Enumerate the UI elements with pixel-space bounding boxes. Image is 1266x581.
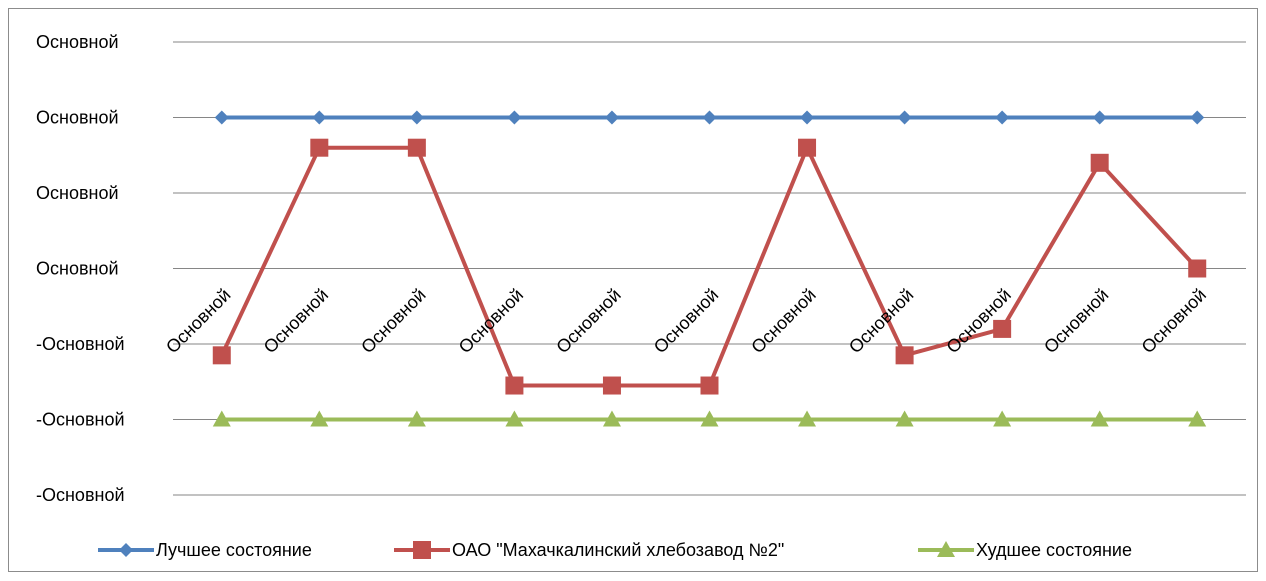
y-tick-label: -Основной [36,334,125,354]
data-point [212,346,231,365]
data-point [702,110,717,125]
data-point [1188,259,1207,278]
legend-label: Лучшее состояние [156,540,312,560]
data-point [312,110,327,125]
data-point [700,376,719,395]
data-point [798,138,817,157]
data-point [1092,110,1107,125]
y-tick-label: Основной [36,32,119,52]
y-axis-labels: Основной Основной Основной Основной -Основно… [36,32,125,505]
data-point [505,410,524,427]
legend-item: Худшее состояние [918,540,1132,560]
legend-marker [413,541,431,559]
data-point [993,410,1012,427]
x-tick-label: Основной [260,285,333,358]
data-point [505,376,524,395]
data-point [700,410,719,427]
x-tick-label: Основной [650,285,723,358]
x-tick-label: Основной [455,285,528,358]
data-point [407,410,426,427]
data-point [995,110,1010,125]
data-point [604,110,619,125]
legend-label: ОАО "Махачкалинский хлебозавод №2" [452,540,784,560]
data-point [212,410,231,427]
x-tick-label: Основной [747,285,820,358]
data-point [1090,153,1109,172]
data-point [798,410,817,427]
x-tick-label: Основной [162,285,235,358]
data-point [895,410,914,427]
y-tick-label: -Основной [36,485,125,505]
data-point [1090,410,1109,427]
data-point [1190,110,1205,125]
data-point [1188,410,1207,427]
x-tick-label: Основной [552,285,625,358]
data-point [310,138,329,157]
data-point [602,376,621,395]
y-tick-label: Основной [36,183,119,203]
chart-frame [8,8,1258,572]
data-point [507,110,522,125]
legend-marker [937,541,955,557]
legend-item: ОАО "Махачкалинский хлебозавод №2" [394,540,784,560]
y-tick-label: -Основной [36,410,125,430]
data-point [993,319,1012,338]
y-tick-label: Основной [36,259,119,279]
legend: Лучшее состояние ОАО "Махачкалинский хлеб… [98,540,1132,560]
data-point [407,138,426,157]
series-3 [212,410,1207,427]
data-point [897,110,912,125]
gridlines [173,41,1246,496]
x-tick-label: Основной [1040,285,1113,358]
x-axis-labels: Основной Основной Основной Основной Основной… [162,285,1210,358]
data-point [310,410,329,427]
legend-item: Лучшее состояние [98,540,312,560]
legend-label: Худшее состояние [976,540,1132,560]
data-point [895,346,914,365]
legend-marker [119,543,133,557]
y-tick-label: Основной [36,108,119,128]
data-point [800,110,815,125]
series-2 [212,138,1207,395]
x-tick-label: Основной [357,285,430,358]
data-point [409,110,424,125]
data-point [214,110,229,125]
data-point [602,410,621,427]
series-group [212,110,1207,427]
x-tick-label: Основной [845,285,918,358]
series-1 [214,110,1205,125]
x-tick-label: Основной [1138,285,1211,358]
